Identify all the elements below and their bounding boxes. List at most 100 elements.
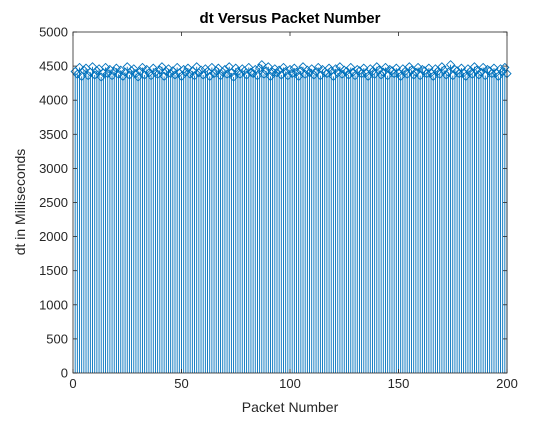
data-point-marker [257,60,267,70]
data-point-marker [248,68,258,79]
y-tick-label: 4000 [39,93,68,108]
data-point-marker [372,62,382,72]
data-point-marker [339,65,349,75]
data-point-marker [374,65,384,75]
data-point-marker [278,62,289,73]
data-point-marker [72,69,82,79]
stems-group [74,64,508,373]
data-point-marker [313,62,323,73]
data-point-marker [246,67,256,77]
y-tick-label: 4500 [39,59,68,74]
data-point-marker [335,62,345,72]
data-point-marker [129,64,139,74]
data-point-marker [443,67,454,77]
data-point-marker [157,62,167,72]
data-point-marker [152,69,163,79]
data-point-marker [469,62,480,72]
data-point-marker [391,63,401,73]
data-point-marker [92,66,102,76]
data-point-marker [376,70,386,80]
data-point-marker [263,62,273,72]
data-point-marker [90,70,100,80]
y-tick-label: 3500 [39,127,68,142]
data-point-marker [137,62,148,73]
data-point-marker [471,65,482,75]
data-point-marker [205,71,215,81]
data-point-marker [220,64,230,75]
data-point-marker [222,69,232,79]
data-point-marker [359,63,369,73]
data-point-marker [126,66,137,76]
data-point-marker [254,63,265,73]
y-tick-label: 2000 [39,229,68,244]
y-tick-label: 5000 [39,25,68,40]
y-tick-label: 2500 [39,195,68,210]
data-point-marker [309,70,319,80]
data-point-marker [380,62,391,73]
data-point-marker [209,68,219,79]
chart-title: dt Versus Packet Number [200,10,381,27]
data-point-marker [131,68,141,79]
x-tick-label: 50 [174,376,188,391]
data-point-marker [456,63,467,73]
data-point-marker [474,70,484,80]
y-axis-label: dt in Milliseconds [12,149,28,256]
data-point-marker [244,62,254,73]
data-point-marker [285,64,295,75]
data-point-marker [194,68,204,78]
data-point-marker [259,69,269,79]
data-point-marker [445,60,456,70]
data-point-marker [228,72,239,82]
data-point-marker [406,65,417,75]
data-point-marker [289,63,299,73]
data-point-marker [439,65,449,75]
data-point-marker [170,70,180,80]
data-point-marker [413,62,423,73]
data-point-marker [196,65,206,75]
data-point-marker [478,62,488,73]
data-point-marker [343,70,354,80]
x-axis-label: Packet Number [242,399,339,415]
data-point-marker [96,72,106,82]
x-tick-label: 150 [388,376,410,391]
data-point-marker [346,62,356,73]
data-point-marker [189,71,200,81]
data-point-marker [79,65,89,75]
x-ticks-group: 0 50 100 150 200 [69,32,518,391]
data-point-marker [283,71,293,81]
data-point-marker [218,67,228,77]
data-point-marker [337,69,347,79]
data-point-marker [155,65,165,75]
data-point-marker [437,62,447,72]
y-tick-label: 3000 [39,161,68,176]
data-point-marker [163,64,174,74]
y-tick-label: 1500 [39,263,68,278]
data-point-marker [272,68,282,78]
data-point-marker [231,63,241,73]
data-point-marker [148,63,158,73]
y-tick-label: 500 [46,331,68,346]
data-point-marker [489,63,499,73]
data-point-marker [498,66,508,77]
data-point-marker [298,62,308,72]
data-point-marker [291,67,302,77]
data-point-marker [330,64,341,74]
data-point-marker [265,71,276,81]
x-tick-label: 100 [279,376,301,391]
data-point-marker [404,62,414,72]
data-point-marker [424,63,434,73]
y-ticks-group: 0 500 1000 1500 2000 2500 3000 3500 4000 4500 5000 [39,25,507,381]
data-point-marker [281,66,291,77]
data-point-marker [441,70,451,80]
data-point-marker [211,66,221,76]
data-point-marker [274,65,284,75]
markers-group [70,60,512,82]
x-tick-label: 0 [69,376,76,391]
x-tick-label: 200 [496,376,518,391]
data-point-marker [300,69,310,79]
y-tick-label: 1000 [39,297,68,312]
y-tick-label: 0 [61,366,68,381]
data-point-marker [409,70,419,80]
data-point-marker [261,66,271,76]
